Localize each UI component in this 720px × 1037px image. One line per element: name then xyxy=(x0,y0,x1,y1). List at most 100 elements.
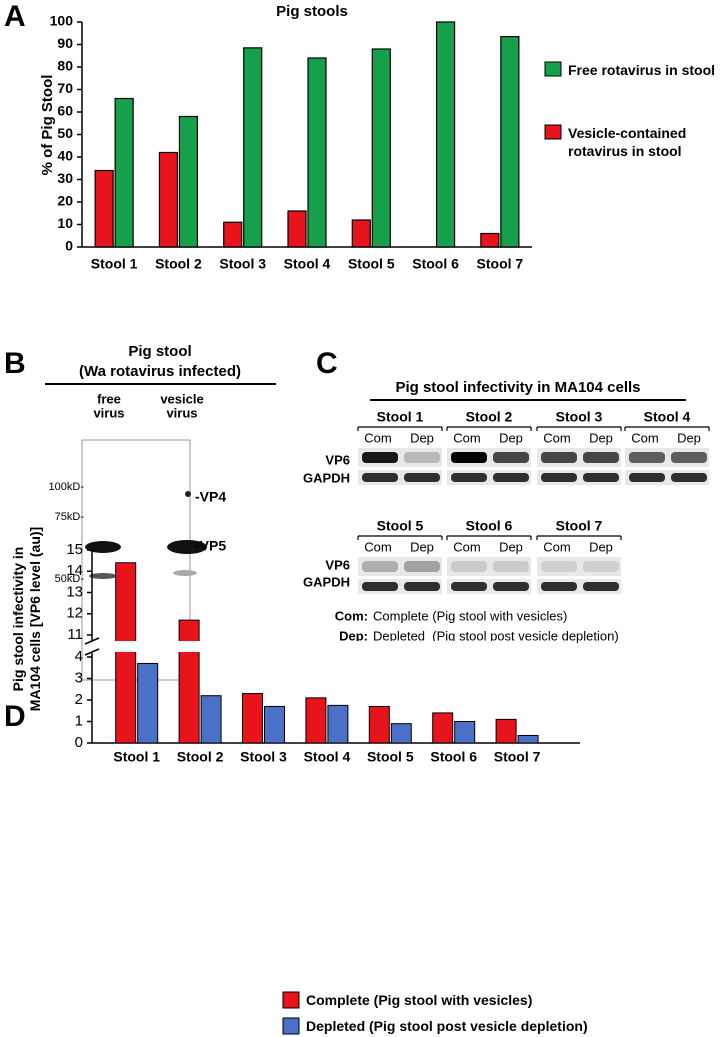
legend-swatch xyxy=(282,991,300,1009)
bar xyxy=(435,21,456,248)
note-key: Dep: xyxy=(339,628,368,643)
bar xyxy=(223,221,243,248)
band xyxy=(362,473,398,482)
band xyxy=(493,452,529,463)
blot-strip xyxy=(358,557,442,576)
marker-label: 100kD- xyxy=(49,481,85,493)
band xyxy=(671,452,707,463)
x-tick-label: Stool 2 xyxy=(155,256,202,272)
band xyxy=(404,561,440,572)
marker-label: 75kD- xyxy=(55,511,85,523)
bar xyxy=(500,36,520,248)
lane-label: vesicle xyxy=(160,391,203,406)
lane-label: Dep xyxy=(499,430,523,445)
band xyxy=(362,561,398,572)
bar xyxy=(264,705,285,744)
band xyxy=(173,570,197,576)
note-text: Depleted (Pig stool post vesicle depleti… xyxy=(373,628,619,643)
note-text: Complete (Pig stool with vesicles) xyxy=(373,608,567,623)
note-key: Com: xyxy=(335,608,368,623)
blot-title: Pig stool xyxy=(128,343,191,360)
legend-label: Vesicle-contained rotavirus in stool xyxy=(568,125,687,159)
bar xyxy=(432,712,454,744)
blot-strip xyxy=(447,557,531,576)
band xyxy=(404,473,440,482)
y-tick-label: 20 xyxy=(57,193,73,209)
lane-label: Com xyxy=(631,430,658,445)
y-tick-label: 10 xyxy=(57,215,73,231)
bar xyxy=(178,115,199,248)
band xyxy=(451,452,487,463)
x-tick-label: Stool 3 xyxy=(240,749,287,765)
x-tick-label: Stool 2 xyxy=(177,749,224,765)
bar xyxy=(242,693,263,744)
bar xyxy=(200,695,222,744)
bar xyxy=(137,662,159,744)
band xyxy=(493,582,529,591)
band xyxy=(541,473,577,482)
y-tick-label: 15 xyxy=(66,541,83,558)
lane-label: Com xyxy=(364,430,391,445)
y-tick-label: 70 xyxy=(57,80,73,96)
band xyxy=(404,582,440,591)
band xyxy=(583,582,619,591)
bar xyxy=(158,151,179,248)
lane-label: Dep xyxy=(677,430,701,445)
bar xyxy=(307,57,327,248)
break-mark xyxy=(84,648,100,656)
x-tick-label: Stool 6 xyxy=(430,749,477,765)
x-tick-label: Stool 3 xyxy=(219,256,266,272)
y-tick-label: 40 xyxy=(57,148,73,164)
y-tick-label: 100 xyxy=(50,13,74,29)
blot-title: Pig stool infectivity in MA104 cells xyxy=(395,379,640,396)
x-tick-label: Stool 5 xyxy=(348,256,395,272)
legend-swatch xyxy=(544,61,562,77)
y-tick-label: 2 xyxy=(75,691,83,708)
band xyxy=(362,452,398,463)
bar xyxy=(178,619,200,744)
bar xyxy=(480,232,500,248)
lane-label: Com xyxy=(364,539,391,554)
y-tick-label: 4 xyxy=(75,648,83,665)
lane-label: Com xyxy=(453,430,480,445)
y-tick-label: 30 xyxy=(57,170,73,186)
y-tick-label: 14 xyxy=(66,562,83,579)
band xyxy=(629,452,665,463)
legend-swatch xyxy=(282,1017,300,1035)
stool-label: Stool 4 xyxy=(644,409,691,425)
band xyxy=(671,473,707,482)
x-tick-label: Stool 7 xyxy=(494,749,541,765)
band xyxy=(583,473,619,482)
stool-label: Stool 3 xyxy=(556,409,603,425)
bar xyxy=(243,47,263,248)
lane-label: Dep xyxy=(589,430,613,445)
legend-label: Free rotavirus in stool xyxy=(568,62,716,78)
row-label: GAPDH xyxy=(303,470,350,485)
stool-label: Stool 2 xyxy=(466,409,513,425)
band xyxy=(451,473,487,482)
row-label: VP6 xyxy=(325,452,350,467)
bar xyxy=(94,169,114,248)
lane-label: virus xyxy=(166,405,197,420)
marker-label: 50kD- xyxy=(55,573,85,585)
band xyxy=(541,582,577,591)
panel-letter: A xyxy=(4,0,26,33)
x-tick-label: Stool 6 xyxy=(412,256,459,272)
band xyxy=(541,561,577,572)
band xyxy=(404,452,440,463)
chart-title: Pig stools xyxy=(276,3,348,20)
band xyxy=(583,561,619,572)
lane-label: Dep xyxy=(499,539,523,554)
panel-letter: B xyxy=(4,347,26,380)
spot xyxy=(185,491,191,497)
y-tick-label: 3 xyxy=(75,669,83,686)
x-tick-label: Stool 7 xyxy=(477,256,524,272)
lane-label: Com xyxy=(543,539,570,554)
lane-label: free xyxy=(97,391,121,406)
y-tick-label: 60 xyxy=(57,103,73,119)
y-tick-label: 12 xyxy=(66,605,83,622)
band xyxy=(493,473,529,482)
panel-letter: D xyxy=(4,700,26,733)
bar xyxy=(390,723,412,744)
